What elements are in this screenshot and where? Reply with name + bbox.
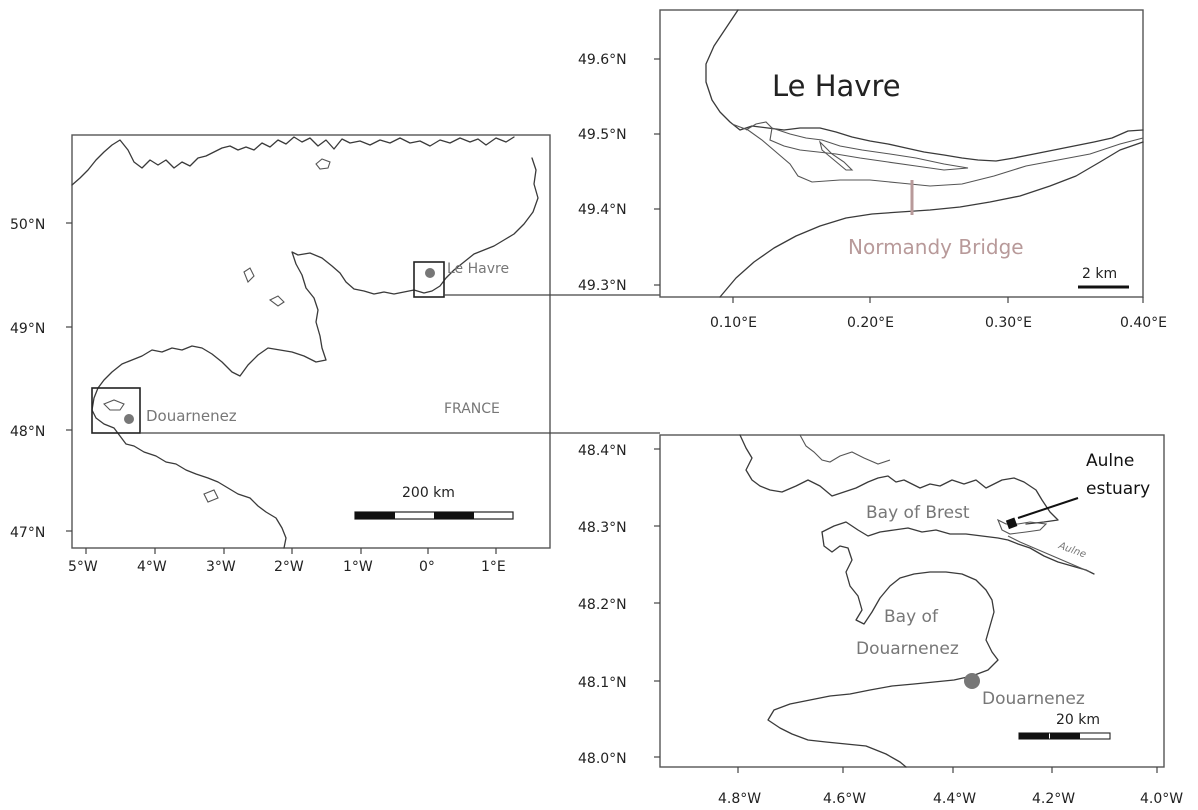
dock-mole [818,140,854,171]
bay-of-douarnenez-label-line2: Douarnenez [856,639,959,659]
overview-map: Le Havre Douarnenez FRANCE 200 km 50°N 4… [10,134,551,575]
port-channel [731,123,1144,187]
douarnenez-lon-label: 4.4°W [933,791,976,807]
brest-bay-outline [103,399,125,411]
north-shore-upper [799,434,891,465]
overview-lon-label: 4°W [137,559,167,575]
france-north-coastline [97,157,539,389]
le-havre-locator-box [413,261,445,298]
aulne-estuary-label-line2: estuary [1086,479,1150,499]
douarnenez-scale-label: 20 km [1056,712,1100,728]
douarnenez-lon-label: 4.6°W [823,791,866,807]
overview-lat-label: 47°N [10,525,45,541]
overview-lon-label: 2°W [274,559,304,575]
overview-lon-label: 1°W [343,559,373,575]
douarnenez-lat-label: 48.2°N [578,597,627,613]
bay-of-douarnenez-label-line1: Bay of [884,607,939,627]
overview-lat-axis: 50°N 49°N 48°N 47°N [10,217,72,541]
douarnenez-lon-axis: 4.8°W 4.6°W 4.4°W 4.2°W 4.0°W [718,767,1183,807]
seine-south-bank [719,141,1144,298]
douarnenez-lat-label: 48.4°N [578,443,627,459]
le-havre-lon-label: 0.20°E [847,315,894,331]
france-west-coastline [91,387,287,549]
overview-scale-bar: 200 km [354,485,514,520]
douarnenez-lon-label: 4.8°W [718,791,761,807]
dock-basin [769,127,969,171]
overview-lon-label: 3°W [206,559,236,575]
crozon-west-arm [821,531,999,677]
uk-wight-island [315,158,331,170]
le-havre-inset-frame [659,9,1144,298]
douarnenez-inset-label: Douarnenez [982,689,1085,709]
le-havre-label: Le Havre [447,261,509,277]
le-havre-inset: Le Havre Normandy Bridge 2 km 49.6°N 49.… [578,9,1167,331]
harbour-pier [745,121,773,131]
le-havre-lat-label: 49.4°N [578,202,627,218]
douarnenez-inset-frame [659,434,1165,768]
france-label: FRANCE [444,401,500,417]
le-havre-dot [425,268,435,278]
uk-coastline [71,136,515,186]
douarnenez-inset-dot [964,673,980,689]
overview-lon-label: 0° [419,559,435,575]
overview-lat-label: 48°N [10,424,45,440]
douarnenez-south-coast [767,675,973,768]
le-havre-lon-label: 0.40°E [1120,315,1167,331]
inset-title-le-havre: Le Havre [772,69,901,103]
le-havre-scale-bar: 2 km [1078,266,1129,289]
le-havre-lat-axis: 49.6°N 49.5°N 49.4°N 49.3°N [578,52,660,294]
normandy-bridge-label: Normandy Bridge [848,235,1024,259]
le-havre-lon-axis: 0.10°E 0.20°E 0.30°E 0.40°E [710,297,1167,331]
brest-north-coastline [739,434,1059,525]
douarnenez-locator-box [91,387,141,434]
overview-scale-label: 200 km [402,485,455,501]
douarnenez-lat-label: 48.0°N [578,751,627,767]
le-havre-lat-label: 49.5°N [578,127,627,143]
belle-ile [203,489,219,503]
bay-of-brest-label: Bay of Brest [866,503,970,523]
le-havre-scale-label: 2 km [1082,266,1117,282]
seine-north-bank [705,9,1144,162]
guernsey-island [243,267,255,283]
aulne-estuary-label-line1: Aulne [1086,451,1134,471]
aulne-estuary-marker [1005,517,1018,530]
douarnenez-scale-bar: 20 km [1018,712,1111,740]
aulne-river-label: Aulne [1056,540,1087,560]
douarnenez-dot [124,414,134,424]
jersey-island [268,295,285,307]
le-havre-lat-label: 49.6°N [578,52,627,68]
aulne-river [1007,535,1091,573]
douarnenez-lat-label: 48.1°N [578,675,627,691]
le-havre-lon-label: 0.30°E [985,315,1032,331]
overview-lat-label: 50°N [10,217,45,233]
douarnenez-lon-label: 4.2°W [1032,791,1075,807]
douarnenez-label: Douarnenez [146,407,237,425]
overview-lat-label: 49°N [10,321,45,337]
douarnenez-lat-axis: 48.4°N 48.3°N 48.2°N 48.1°N 48.0°N [578,443,660,767]
overview-lon-axis: 5°W 4°W 3°W 2°W 1°W 0° 1°E [68,548,506,575]
crozon-peninsula-coast [821,521,1095,575]
overview-lon-label: 1°E [481,559,506,575]
douarnenez-lat-label: 48.3°N [578,520,627,536]
aulne-estuary-pointer [1017,497,1079,519]
overview-map-frame [71,134,551,549]
douarnenez-lon-label: 4.0°W [1140,791,1183,807]
overview-lon-label: 5°W [68,559,98,575]
douarnenez-inset: Bay of Brest Aulne estuary Aulne Bay of … [578,434,1183,807]
le-havre-lon-label: 0.10°E [710,315,757,331]
le-havre-lat-label: 49.3°N [578,278,627,294]
